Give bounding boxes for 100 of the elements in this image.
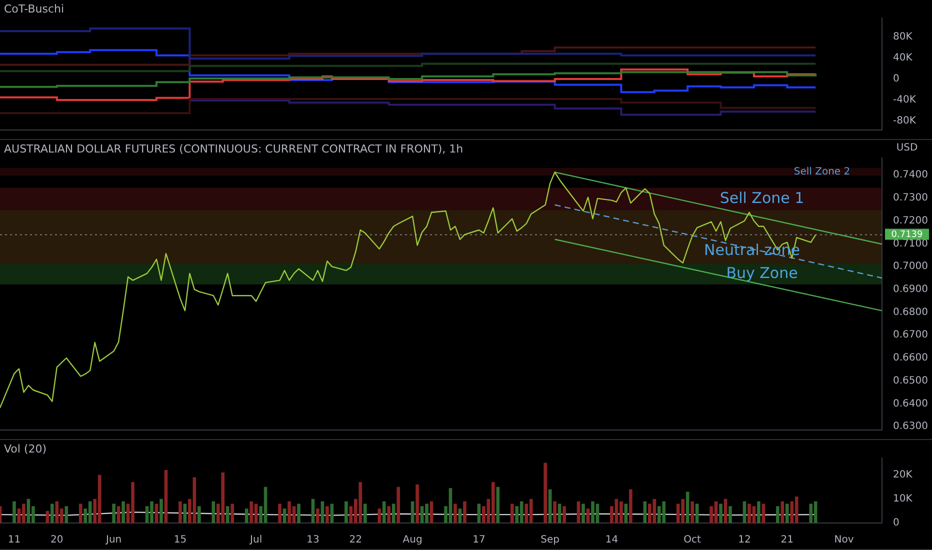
bar <box>382 501 386 523</box>
y-tick-label: 40K <box>893 52 913 64</box>
bar <box>112 504 116 523</box>
x-tick-label: Sep <box>540 534 560 546</box>
bar <box>116 506 120 523</box>
chart-title: Vol (20) <box>4 442 47 456</box>
bar <box>762 504 766 523</box>
bar <box>510 504 514 523</box>
bar <box>643 501 647 523</box>
bar <box>122 501 125 523</box>
bar <box>477 504 481 523</box>
bar <box>728 506 732 523</box>
x-tick-label: Aug <box>402 534 422 546</box>
bar <box>496 486 500 523</box>
bar <box>363 504 367 523</box>
y-tick-label: 0.6900 <box>893 284 928 296</box>
bar <box>454 504 457 523</box>
y-tick-label: 0.6300 <box>893 421 928 432</box>
bar <box>629 489 632 523</box>
bar <box>757 501 760 523</box>
y-tick-label: 20K <box>893 469 913 480</box>
y-tick-label: 0.7100 <box>893 238 928 250</box>
y-axis-title: USD <box>896 142 918 154</box>
x-tick-label: 13 <box>306 534 320 546</box>
bar <box>392 504 396 523</box>
bar <box>410 501 414 523</box>
bar <box>724 498 728 523</box>
band-label: Sell Zone 2 <box>794 166 850 178</box>
bar <box>226 506 230 523</box>
y-tick-label: 0 <box>893 74 900 85</box>
bar <box>416 484 419 523</box>
bar <box>311 498 315 523</box>
y-tick-label: 0.7400 <box>893 170 928 181</box>
bar <box>548 489 552 523</box>
bar <box>198 506 201 523</box>
y-tick-label: 10K <box>893 494 913 505</box>
bar <box>786 504 789 523</box>
bar <box>230 504 234 523</box>
y-tick-label: 0.6500 <box>893 375 928 386</box>
bar <box>326 506 329 523</box>
bar <box>776 506 780 523</box>
y-tick-label: 0.6400 <box>893 398 928 410</box>
bar <box>544 462 547 523</box>
x-tick-label: 15 <box>174 534 187 546</box>
x-tick-label: 17 <box>472 534 486 546</box>
bar <box>430 501 434 523</box>
bar <box>387 506 390 523</box>
bar <box>558 504 562 523</box>
bar <box>64 506 68 523</box>
bar <box>154 504 158 523</box>
y-tick-label: 0 <box>893 518 900 529</box>
x-tick-label: Nov <box>834 534 854 546</box>
bar <box>780 501 784 523</box>
x-tick-label: 20 <box>50 534 64 546</box>
y-tick-label: -40K <box>893 94 916 106</box>
bar <box>576 501 580 523</box>
bar <box>320 501 324 523</box>
chart-title: CoT-Buschi <box>4 2 64 16</box>
y-tick-label: 0.6800 <box>893 306 928 318</box>
bar <box>586 508 590 523</box>
bar <box>624 504 628 523</box>
x-tick-label: Jun <box>104 534 122 546</box>
bar <box>183 504 187 523</box>
y-tick-label: 0.7300 <box>893 192 928 204</box>
bar <box>686 492 690 523</box>
x-tick-label: 12 <box>738 534 751 546</box>
bar <box>78 504 82 523</box>
x-tick-label: 22 <box>349 534 362 546</box>
bar <box>330 504 334 523</box>
x-tick-label: 14 <box>605 534 618 546</box>
bar <box>378 508 382 523</box>
bar <box>160 498 163 523</box>
bar <box>690 501 694 523</box>
bar <box>582 504 585 523</box>
bar <box>695 504 699 523</box>
bar <box>297 504 300 523</box>
x-tick-label: 11 <box>8 534 21 546</box>
y-tick-label: 0.6600 <box>893 352 928 364</box>
y-tick-label: 80K <box>893 32 913 43</box>
y-tick-label: -80K <box>893 116 916 127</box>
bar <box>344 501 348 523</box>
x-tick-label: 21 <box>780 534 794 546</box>
ref-line-label: 0.7139 <box>891 230 924 240</box>
bar <box>742 501 746 523</box>
x-tick-label: Jul <box>249 534 262 546</box>
y-tick-label: 0.6700 <box>893 330 928 341</box>
bar <box>244 508 248 523</box>
bar <box>164 470 168 523</box>
bar <box>396 486 400 523</box>
bar <box>562 506 566 523</box>
y-tick-label: 0.7200 <box>893 215 928 226</box>
bar <box>12 501 16 523</box>
bar <box>212 501 216 523</box>
bar <box>278 504 282 523</box>
bar <box>50 504 54 523</box>
bar <box>316 508 320 523</box>
bar <box>458 508 462 523</box>
bar <box>553 501 556 523</box>
y-tick-label: 0.7000 <box>893 261 928 272</box>
band-label: Sell Zone 1 <box>720 188 804 207</box>
